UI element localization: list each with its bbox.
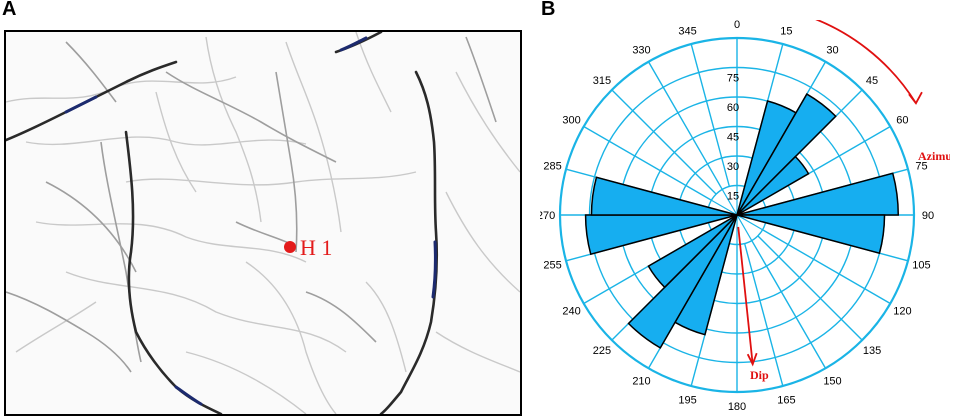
grid-spoke xyxy=(757,235,863,341)
angle-tick-label: 90 xyxy=(922,210,934,222)
rose-angle-labels: 0 15 30 45 60 75 90 105 120 135 150 165 180 195 210 225… xyxy=(540,20,934,413)
panel-a-label: A xyxy=(2,0,17,20)
rose-petal xyxy=(736,155,810,216)
rose-petal xyxy=(590,176,738,216)
angle-tick-label: 60 xyxy=(896,115,908,127)
angle-tick-label: 180 xyxy=(728,401,746,413)
angle-tick-label: 165 xyxy=(777,394,795,406)
highlighted-fault-segments xyxy=(64,36,437,406)
grid-spoke xyxy=(736,214,753,241)
major-faults xyxy=(6,32,439,414)
rose-petals xyxy=(584,93,900,349)
angle-tick-label: 240 xyxy=(562,306,580,318)
dip-arrow-icon xyxy=(737,226,754,365)
well-label: H 1 xyxy=(300,235,332,260)
angle-tick-label: 195 xyxy=(678,394,696,406)
grid-spoke xyxy=(611,89,717,195)
ring-tick-label: 15 xyxy=(727,191,739,203)
grid-spoke xyxy=(751,240,827,369)
rose-petal xyxy=(736,214,886,255)
ring-tick-label: 30 xyxy=(727,161,739,173)
angle-tick-label: 330 xyxy=(632,45,650,57)
angle-tick-label: 135 xyxy=(863,345,881,357)
grid-spoke xyxy=(583,125,712,201)
grid-spoke xyxy=(736,214,763,231)
ring-tick-label: 60 xyxy=(727,102,739,114)
azimuth-arrow-icon xyxy=(815,20,917,104)
rose-petal xyxy=(627,214,738,349)
grid-spoke xyxy=(743,243,784,387)
angle-tick-label: 45 xyxy=(866,75,878,87)
rose-petal xyxy=(736,172,900,216)
azimuth-label: Azimuth xyxy=(918,149,950,163)
angle-tick-label: 345 xyxy=(678,26,696,38)
angle-tick-label: 150 xyxy=(823,375,841,387)
fault-map: H 1 xyxy=(6,32,520,414)
dip-label: Dip xyxy=(750,368,769,382)
panel-b-label: B xyxy=(541,0,556,20)
grid-spoke xyxy=(690,43,731,187)
angle-tick-label: 255 xyxy=(543,259,561,271)
angle-tick-label: 120 xyxy=(893,306,911,318)
angle-tick-label: 270 xyxy=(540,210,555,222)
rose-petal xyxy=(736,93,837,216)
ring-tick-label: 45 xyxy=(727,132,739,144)
angle-tick-label: 300 xyxy=(562,115,580,127)
angle-tick-label: 75 xyxy=(915,161,927,173)
grid-spoke xyxy=(762,229,891,305)
medium-fractures xyxy=(6,36,497,373)
fault-map-panel: H 1 xyxy=(4,30,522,416)
rose-petal xyxy=(647,214,738,289)
rose-ring-labels: 15 30 45 60 75 xyxy=(727,73,739,203)
angle-tick-label: 105 xyxy=(912,259,930,271)
minor-fractures xyxy=(6,32,520,414)
ring-tick-label: 75 xyxy=(727,73,739,85)
angle-tick-label: 285 xyxy=(543,161,561,173)
angle-tick-label: 315 xyxy=(593,75,611,87)
grid-spoke xyxy=(721,189,738,216)
rose-arrows: Azimuth Dip xyxy=(737,20,950,382)
well-marker-icon xyxy=(284,241,296,253)
azimuth-arrowhead-icon xyxy=(908,91,923,105)
angle-tick-label: 0 xyxy=(734,20,740,31)
rose-diagram: 0 15 30 45 60 75 90 105 120 135 150 165 180 195 210 225… xyxy=(540,20,950,413)
angle-tick-label: 15 xyxy=(780,26,792,38)
grid-spoke xyxy=(647,61,723,190)
angle-tick-label: 30 xyxy=(826,45,838,57)
dip-arrowhead-icon xyxy=(746,352,758,367)
angle-tick-label: 225 xyxy=(593,345,611,357)
angle-tick-label: 210 xyxy=(632,375,650,387)
grid-spoke xyxy=(711,199,738,216)
rose-petal xyxy=(584,214,738,256)
